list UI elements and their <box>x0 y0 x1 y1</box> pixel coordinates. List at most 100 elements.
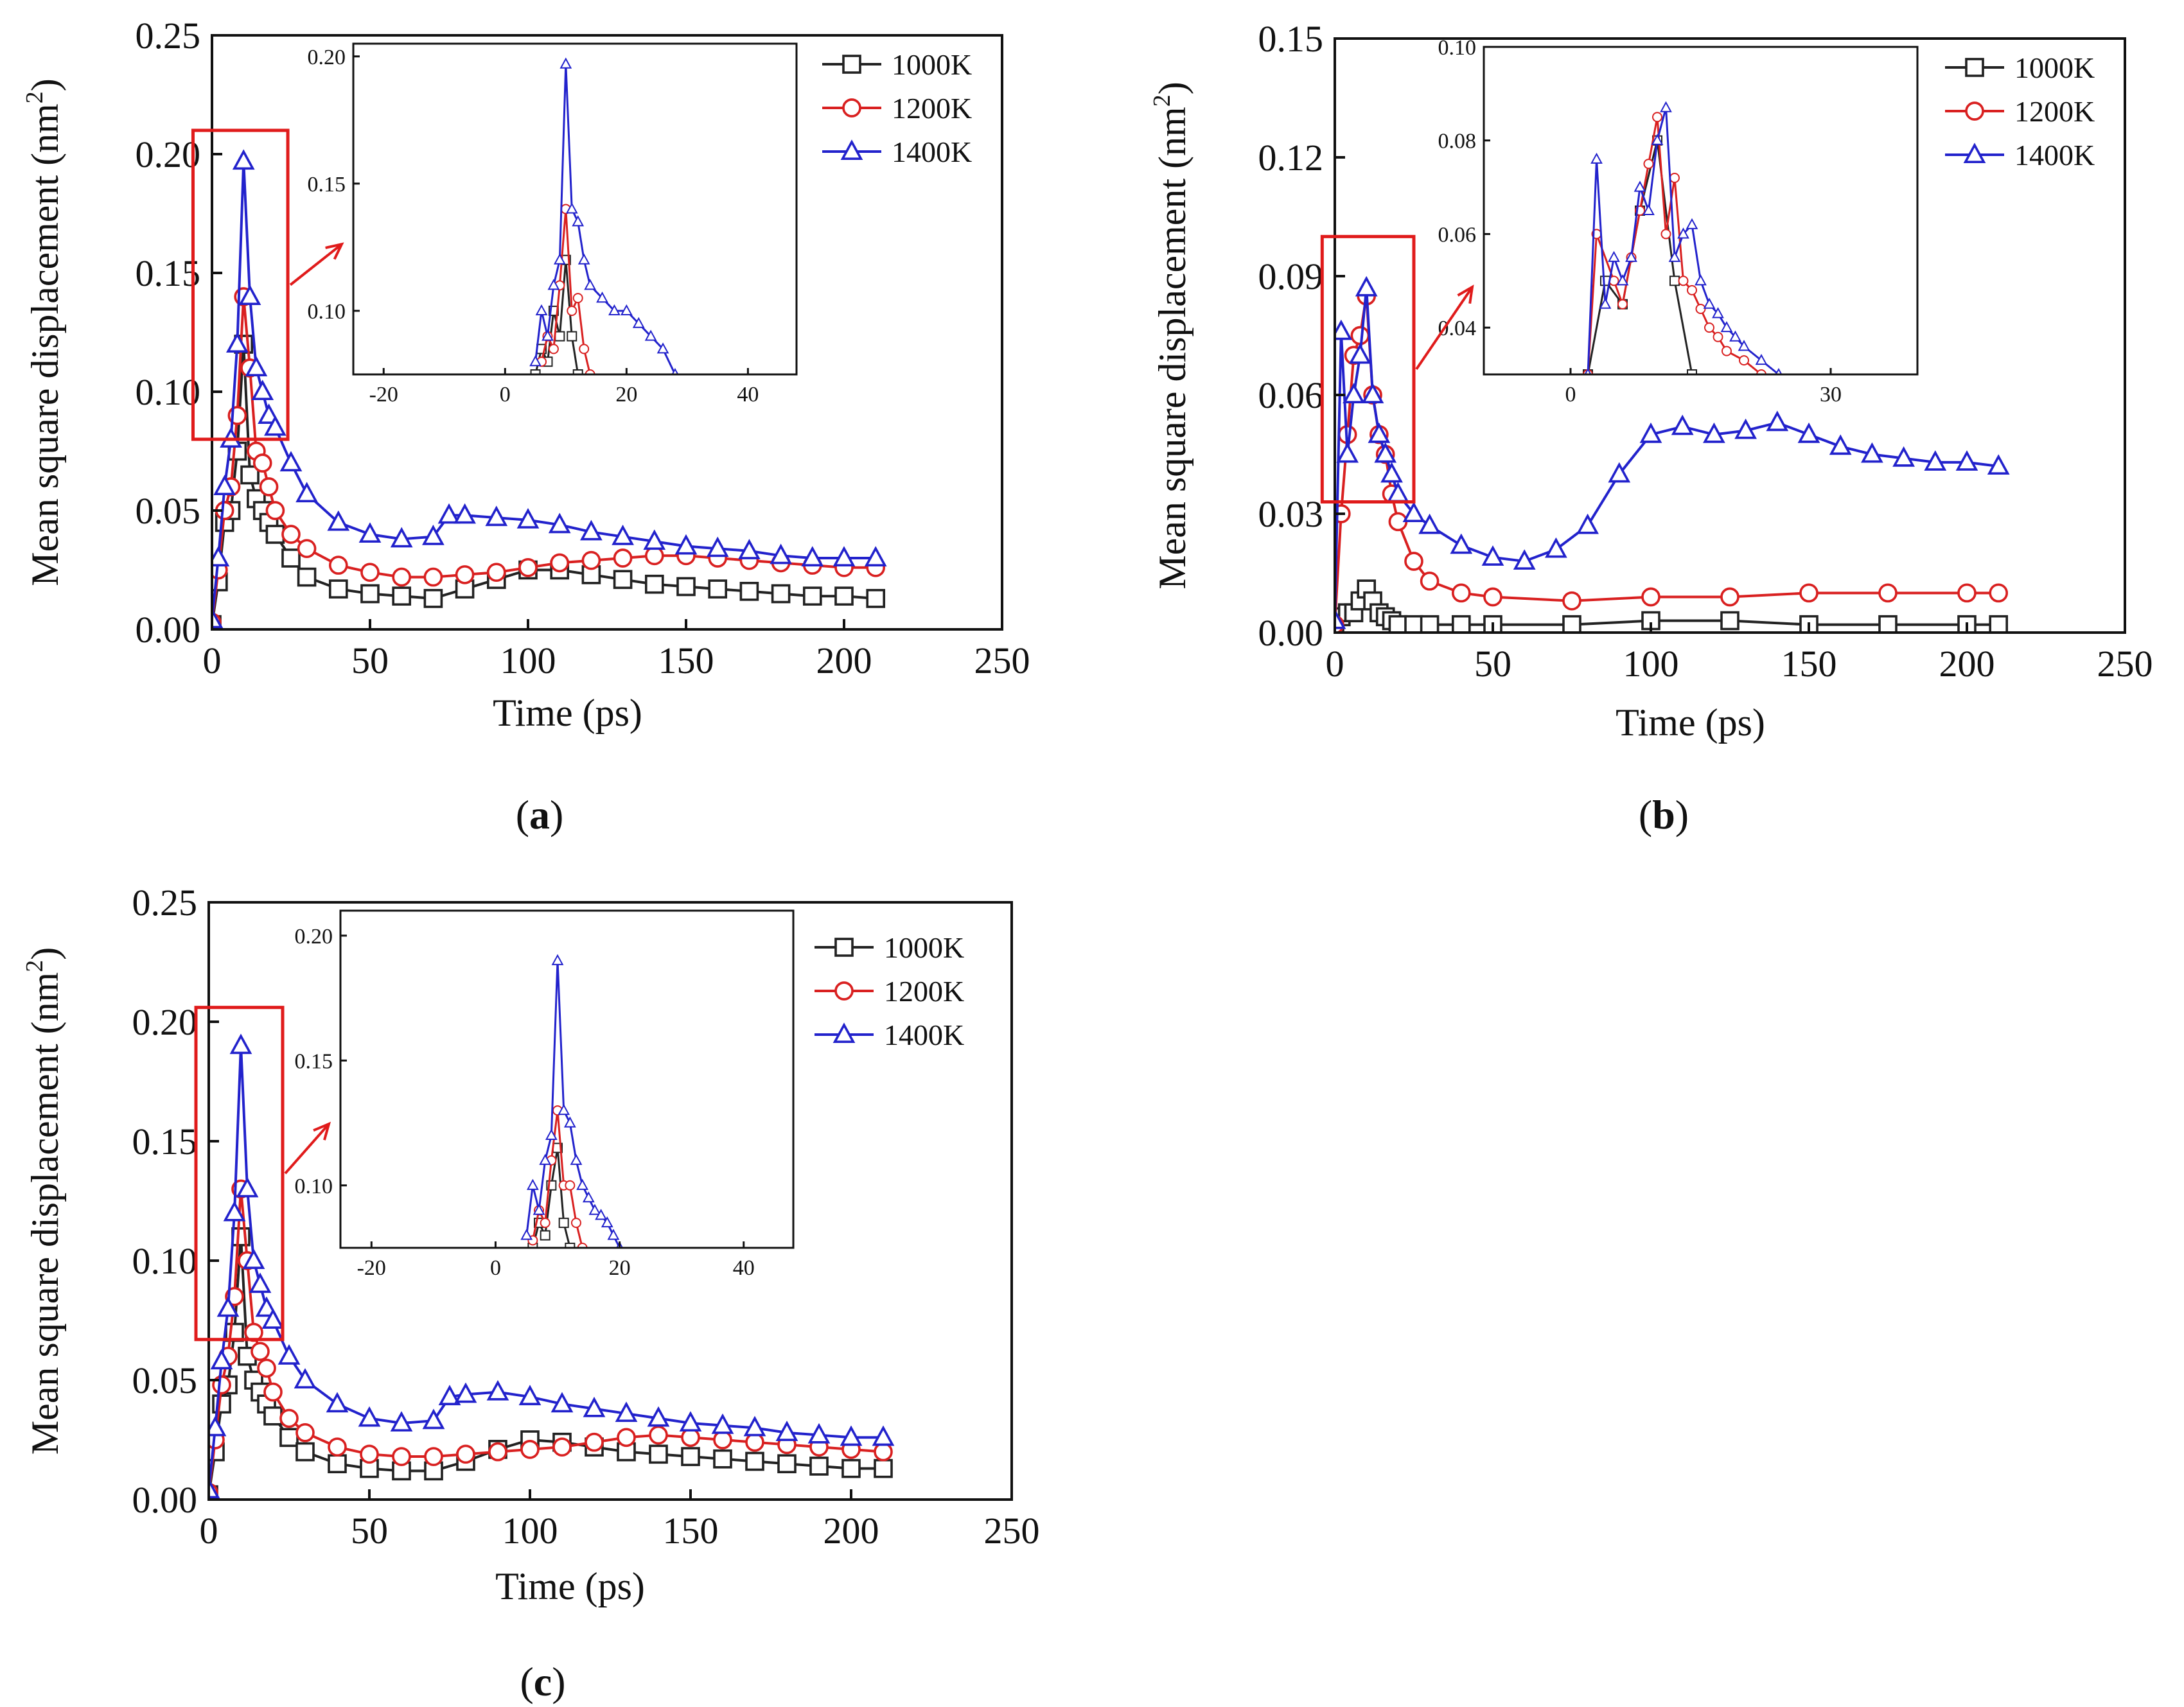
x-axis-title: Time (ps) <box>1616 701 1765 744</box>
x-tick-label: 100 <box>1623 643 1679 685</box>
data-point-1200K <box>281 525 301 544</box>
data-point-1200K <box>424 1447 443 1466</box>
data-point-1400K <box>1335 319 1353 340</box>
inset-background <box>340 911 793 1248</box>
inset-data-point-1400K <box>526 1178 539 1190</box>
data-point-1400K <box>1861 442 1883 463</box>
data-point-1400K <box>210 1349 233 1370</box>
y-tick-label: 0.25 <box>136 15 201 57</box>
zoom-arrow-head <box>1457 284 1474 304</box>
data-point-1000K <box>1451 615 1471 633</box>
inset-background <box>1484 47 1917 374</box>
data-point-1000K <box>866 589 886 608</box>
inset-data-point-1200K <box>1669 173 1680 183</box>
inset-data-point-1400K <box>1720 321 1733 333</box>
data-point-1000K <box>649 1444 668 1464</box>
inset-data-point-1200K <box>1704 322 1714 333</box>
data-point-1400K <box>1402 502 1425 523</box>
data-point-1000K <box>745 1451 764 1471</box>
data-point-1200K <box>1404 552 1423 571</box>
data-point-1400K <box>1766 410 1789 432</box>
data-point-1400K <box>679 1411 702 1431</box>
inset-plot: 0 300.040.060.080.10 <box>1438 36 1919 407</box>
inset-data-point-1000K <box>558 1218 569 1229</box>
panel-label-open: ( <box>516 792 529 837</box>
chart-panel-b: 0 50 100 150 200 250 0.00 0.03 0.06 0.09 0.12 0.15 T… <box>1149 18 2153 837</box>
x-tick-label: 200 <box>823 1510 879 1552</box>
y-tick-label: 0.00 <box>132 1479 198 1521</box>
y-axis-title-close: ) <box>24 78 66 91</box>
data-point-1200K <box>252 453 272 473</box>
inset-x-tick-label: 40 <box>733 1256 755 1280</box>
inset-y-tick-label: 0.10 <box>308 300 346 324</box>
data-point-1400K <box>1671 414 1694 435</box>
data-point-1400K <box>437 503 461 524</box>
legend-marker-1400K <box>840 139 863 161</box>
series-1400K <box>209 1033 895 1499</box>
data-point-1000K <box>681 1447 700 1466</box>
data-point-1400K <box>258 403 280 425</box>
legend-label-1200K: 1200K <box>2014 95 2095 128</box>
data-point-1400K <box>294 1368 317 1389</box>
data-point-1000K <box>644 574 664 594</box>
inset-data-point-1200K <box>1739 355 1749 366</box>
data-point-1200K <box>581 550 601 570</box>
data-point-1000K <box>1989 615 2009 633</box>
legend-marker-1000K <box>834 938 854 957</box>
x-tick-label: 100 <box>502 1510 558 1552</box>
inset-data-point-1400K <box>570 1153 583 1165</box>
data-point-1000K <box>1562 615 1581 633</box>
data-point-1200K <box>279 1408 299 1428</box>
inset-x-tick-label: 20 <box>615 383 637 407</box>
inset-x-tick-label: 40 <box>737 383 759 407</box>
data-point-1200K <box>360 563 380 582</box>
inset-data-point-1400K <box>565 202 578 214</box>
inset-data-point-1400K <box>1695 274 1707 286</box>
series-1400K <box>1335 276 2010 629</box>
data-point-1200K <box>328 556 348 575</box>
inset-data-point-1200K <box>565 1180 576 1191</box>
x-tick-label: 200 <box>1939 643 1995 685</box>
inset-data-point-1400K <box>607 1229 620 1240</box>
inset-series-1400K <box>520 954 624 1248</box>
inset-x-tick-label: 0 <box>490 1256 501 1280</box>
data-point-1400K <box>1797 422 1820 443</box>
data-point-1400K <box>643 529 666 550</box>
data-point-1000K <box>328 579 348 599</box>
inset-data-point-1400K <box>542 329 554 341</box>
legend-label-1000K: 1000K <box>884 931 964 964</box>
inset-data-point-1400K <box>1755 354 1768 365</box>
y-axis-title: Mean square displacement (nm2) <box>21 78 66 586</box>
inset-data-point-1200K <box>1713 331 1723 342</box>
zoom-arrow-head <box>313 1121 331 1141</box>
legend-label-1200K: 1200K <box>884 975 964 1008</box>
zoom-arrow <box>1415 284 1474 371</box>
inset-data-point-1200K <box>1687 284 1697 295</box>
panel-label-close: ) <box>1675 792 1689 837</box>
data-point-1200K <box>1451 583 1471 603</box>
inset-data-point-1400K <box>596 292 608 303</box>
data-point-1200K <box>520 1440 540 1459</box>
y-tick-label: 0.15 <box>1258 18 1324 60</box>
inset-x-tick-label: 0 <box>500 383 511 407</box>
inset-data-point-1400K <box>1599 297 1612 309</box>
inset-y-tick-label: 0.20 <box>308 46 346 69</box>
zoom-highlight-box <box>191 128 290 441</box>
data-point-1400K <box>518 1385 542 1406</box>
y-axis-title-close: ) <box>24 947 66 960</box>
data-point-1200K <box>251 1342 270 1361</box>
data-point-1200K <box>1720 587 1739 607</box>
data-point-1000K <box>1420 615 1440 633</box>
data-point-1400K <box>209 1415 227 1437</box>
data-point-1000K <box>777 1454 797 1474</box>
data-point-1200K <box>488 1442 507 1462</box>
legend: 1000K 1200K 1400K <box>815 931 964 1051</box>
series-1000K <box>209 1227 893 1500</box>
data-point-1000K <box>708 579 728 599</box>
inset-data-point-1400K <box>539 1153 552 1165</box>
data-point-1000K <box>295 1442 315 1462</box>
data-point-1200K <box>1350 326 1370 346</box>
data-point-1400K <box>801 546 824 567</box>
data-point-1400K <box>223 1200 246 1221</box>
inset-plot: -20 0 20 40 0.10 0.15 0.20 <box>295 909 795 1280</box>
